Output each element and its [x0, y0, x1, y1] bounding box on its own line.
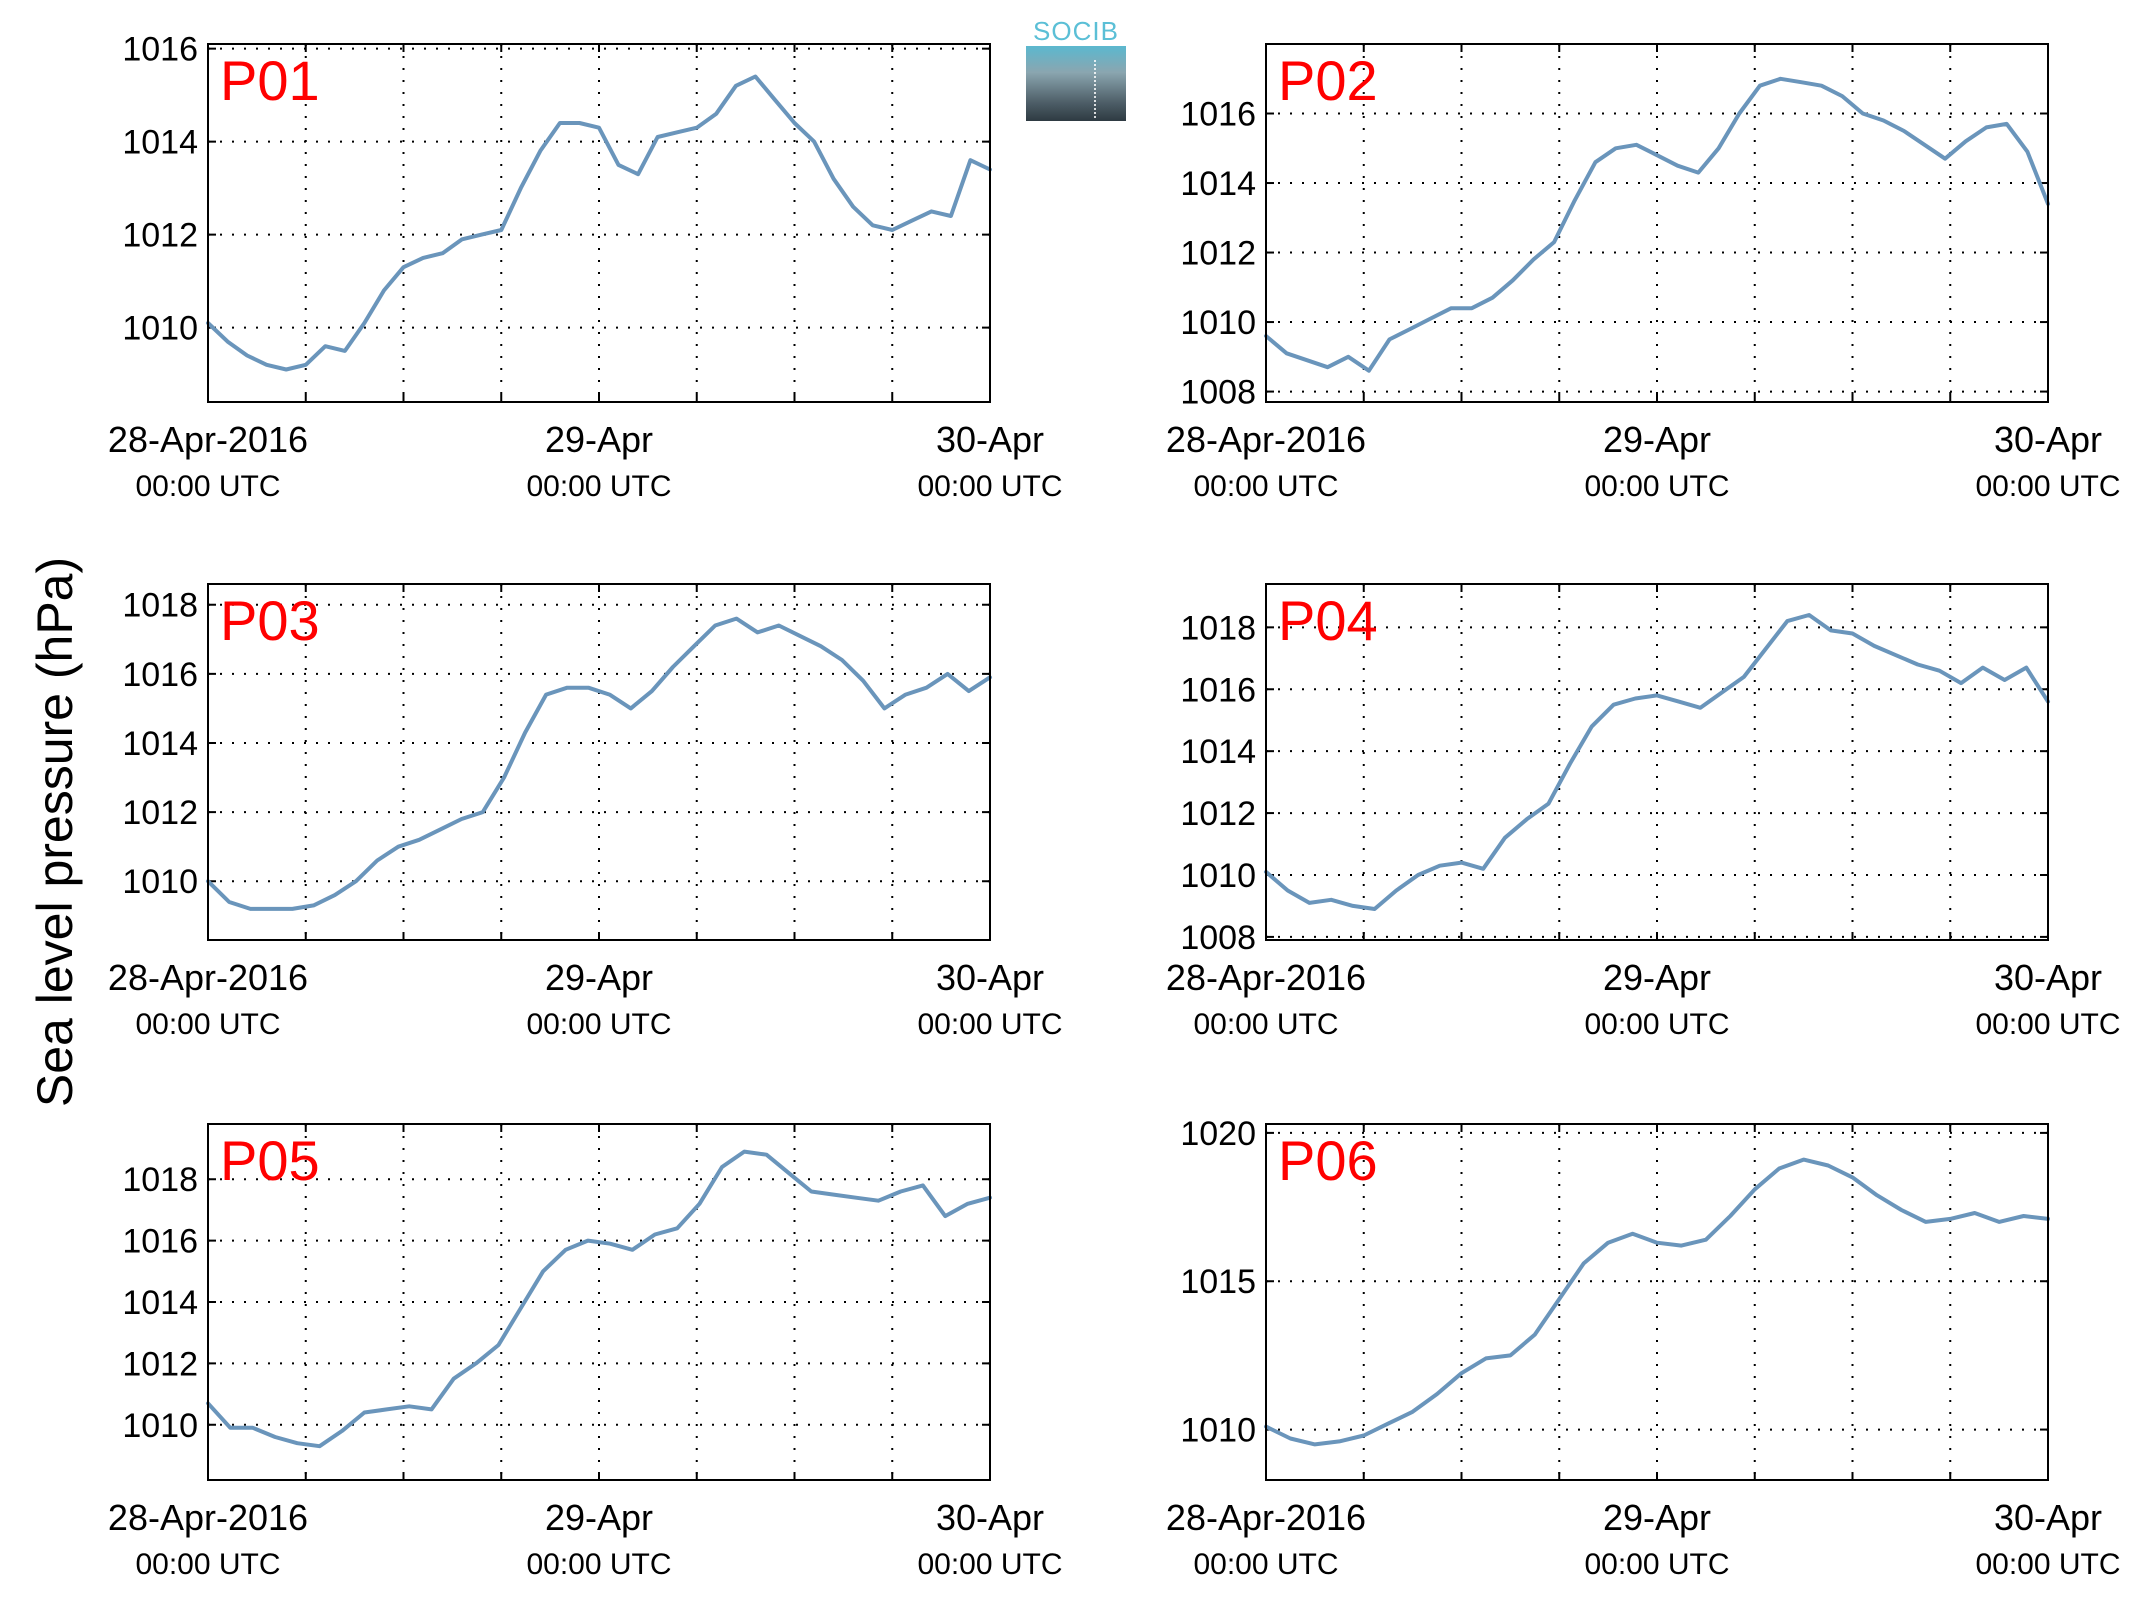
chart-panel-6: 1010 1015 1020 28-Apr-2016 00:00 UTC 29-Apr 00…	[1166, 1115, 2121, 1581]
y-tick-label: 1015	[1180, 1263, 1256, 1301]
axes-frame	[207, 43, 991, 403]
x-tick-label: 30-Apr	[1994, 1497, 2102, 1538]
chart-panel-3: 1010 1012 1014 1016 1018 28-Apr-2016 00:00 UTC…	[108, 583, 1063, 1041]
y-tick-label: 1010	[122, 863, 198, 901]
axes-frame	[1265, 583, 2049, 941]
y-tick-label: 1012	[1180, 795, 1256, 833]
x-tick-label: 28-Apr-2016	[1166, 957, 1366, 998]
panel-title: P01	[220, 49, 320, 112]
x-tick-label: 30-Apr	[1994, 957, 2102, 998]
x-tick-sublabel: 00:00 UTC	[1584, 1008, 1729, 1041]
panel-title: P02	[1278, 49, 1378, 112]
x-tick-label: 29-Apr	[1603, 1497, 1711, 1538]
x-tick-label: 30-Apr	[936, 957, 1044, 998]
x-tick-label: 29-Apr	[1603, 419, 1711, 460]
y-tick-label: 1014	[122, 124, 198, 162]
x-tick-label: 28-Apr-2016	[108, 419, 308, 460]
y-tick-label: 1018	[122, 587, 198, 625]
series-line-1	[1264, 76, 2050, 373]
y-tick-label: 1012	[122, 794, 198, 832]
socib-logo: SOCIB	[1026, 16, 1126, 121]
axes-frame	[1265, 43, 2049, 403]
x-tick-sublabel: 00:00 UTC	[917, 1008, 1062, 1041]
axes-frame	[207, 1123, 991, 1481]
y-tick-label: 1010	[122, 310, 198, 348]
panel-title: P04	[1278, 589, 1378, 652]
x-tick-label: 30-Apr	[936, 419, 1044, 460]
y-tick-label: 1010	[1180, 1412, 1256, 1450]
panels: 1010 1012 1014 1016 28-Apr-2016 00:00 UTC 29-A…	[108, 31, 2121, 1581]
x-tick-sublabel: 00:00 UTC	[1193, 470, 1338, 503]
x-tick-sublabel: 00:00 UTC	[135, 470, 280, 503]
y-tick-label: 1010	[122, 1407, 198, 1445]
chart-panel-1: 1010 1012 1014 1016 28-Apr-2016 00:00 UTC 29-A…	[108, 31, 1063, 503]
chart-panel-5: 1010 1012 1014 1016 1018 28-Apr-2016 00:00 UTC…	[108, 1123, 1063, 1581]
chart-panel-4: 1008 1010 1012 1014 1016 1018 28-Apr-2016 00:00…	[1166, 583, 2121, 1041]
x-tick-label: 28-Apr-2016	[1166, 1497, 1366, 1538]
panel-title: P06	[1278, 1129, 1378, 1192]
x-tick-sublabel: 00:00 UTC	[135, 1008, 280, 1041]
x-tick-label: 29-Apr	[545, 419, 653, 460]
y-tick-label: 1012	[122, 217, 198, 255]
panel-title: P05	[220, 1129, 320, 1192]
x-tick-label: 30-Apr	[936, 1497, 1044, 1538]
x-tick-label: 29-Apr	[545, 1497, 653, 1538]
x-tick-sublabel: 00:00 UTC	[1193, 1548, 1338, 1581]
x-tick-sublabel: 00:00 UTC	[526, 1548, 671, 1581]
series-line-1	[206, 74, 992, 372]
socib-logo-text: SOCIB	[1033, 16, 1119, 46]
socib-logo-stripe	[1094, 60, 1096, 118]
y-tick-label: 1012	[1180, 235, 1256, 273]
x-tick-sublabel: 00:00 UTC	[1193, 1008, 1338, 1041]
x-tick-sublabel: 00:00 UTC	[1975, 470, 2120, 503]
y-axis-label: Sea level pressure (hPa)	[27, 557, 83, 1107]
y-tick-label: 1010	[1180, 857, 1256, 895]
panel-title: P03	[220, 589, 320, 652]
y-tick-label: 1014	[122, 1284, 198, 1322]
y-tick-label: 1016	[1180, 96, 1256, 134]
y-tick-label: 1016	[1180, 671, 1256, 709]
axes-frame	[1265, 1123, 2049, 1481]
x-tick-label: 29-Apr	[1603, 957, 1711, 998]
series-line-1	[206, 1149, 992, 1449]
series-line-1	[206, 616, 992, 911]
y-tick-label: 1016	[122, 1223, 198, 1261]
x-tick-sublabel: 00:00 UTC	[135, 1548, 280, 1581]
x-tick-label: 28-Apr-2016	[108, 957, 308, 998]
x-tick-label: 28-Apr-2016	[1166, 419, 1366, 460]
x-tick-sublabel: 00:00 UTC	[1584, 1548, 1729, 1581]
series-line-1	[1264, 1157, 2050, 1447]
x-tick-sublabel: 00:00 UTC	[1975, 1548, 2120, 1581]
x-tick-sublabel: 00:00 UTC	[526, 470, 671, 503]
y-tick-label: 1016	[122, 31, 198, 69]
y-tick-label: 1014	[1180, 733, 1256, 771]
axes-frame	[207, 583, 991, 941]
socib-logo-graphic	[1026, 46, 1126, 121]
y-tick-label: 1018	[122, 1161, 198, 1199]
x-tick-label: 29-Apr	[545, 957, 653, 998]
series-line-1	[1264, 613, 2050, 911]
x-tick-sublabel: 00:00 UTC	[1584, 470, 1729, 503]
y-tick-label: 1018	[1180, 609, 1256, 647]
y-tick-label: 1010	[1180, 304, 1256, 342]
chart-panel-2: 1008 1010 1012 1014 1016 28-Apr-2016 00:00 UTC…	[1166, 43, 2121, 503]
x-tick-sublabel: 00:00 UTC	[917, 1548, 1062, 1581]
x-tick-sublabel: 00:00 UTC	[526, 1008, 671, 1041]
y-tick-label: 1012	[122, 1345, 198, 1383]
y-tick-label: 1016	[122, 656, 198, 694]
y-tick-label: 1020	[1180, 1115, 1256, 1153]
x-tick-sublabel: 00:00 UTC	[917, 470, 1062, 503]
y-tick-label: 1014	[122, 725, 198, 763]
x-tick-label: 30-Apr	[1994, 419, 2102, 460]
x-tick-sublabel: 00:00 UTC	[1975, 1008, 2120, 1041]
y-tick-label: 1008	[1180, 919, 1256, 957]
x-tick-label: 28-Apr-2016	[108, 1497, 308, 1538]
y-tick-label: 1014	[1180, 165, 1256, 203]
y-tick-label: 1008	[1180, 374, 1256, 412]
